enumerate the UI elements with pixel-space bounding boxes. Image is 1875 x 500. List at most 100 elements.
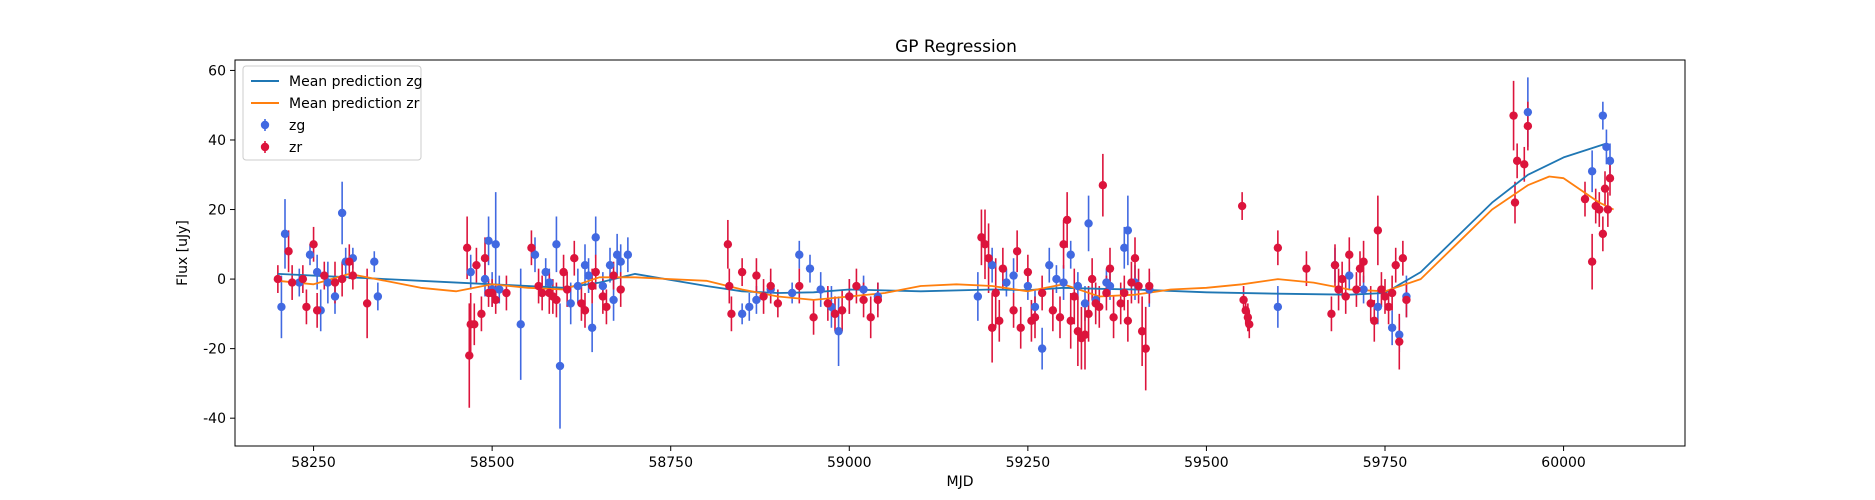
zr-point bbox=[1398, 254, 1408, 263]
y-tick-label: 20 bbox=[208, 203, 226, 219]
zr-point bbox=[1241, 306, 1250, 315]
zr-point bbox=[1109, 313, 1118, 322]
zr-point bbox=[1080, 330, 1090, 339]
zg-point bbox=[580, 260, 590, 270]
y-axis-ticks: -40 -20 0 20 40 60 bbox=[203, 63, 235, 427]
y-axis-label: Flux [uJy] bbox=[175, 220, 191, 286]
zg-point bbox=[1345, 271, 1354, 280]
zr-point bbox=[759, 292, 768, 301]
zg-point bbox=[605, 260, 615, 270]
zr-point bbox=[559, 267, 568, 277]
legend-label: Mean prediction zr bbox=[289, 96, 420, 112]
zr-point bbox=[1402, 295, 1411, 305]
zr-point bbox=[823, 299, 833, 308]
zg-point bbox=[516, 320, 525, 329]
zr-point bbox=[1512, 156, 1522, 166]
legend-box bbox=[242, 65, 422, 161]
zr-point bbox=[1370, 316, 1379, 326]
zg-point bbox=[1123, 226, 1133, 235]
y-tick-label: 0 bbox=[217, 272, 226, 288]
y-tick-label: -20 bbox=[203, 342, 226, 358]
zr-point bbox=[587, 281, 597, 291]
zg-point bbox=[1602, 142, 1611, 152]
legend-marker-swatch bbox=[260, 120, 270, 130]
zr-point bbox=[1352, 285, 1361, 294]
prediction-lines-layer bbox=[277, 142, 1614, 301]
errorbars-layer bbox=[277, 77, 1611, 429]
zr-point bbox=[752, 271, 761, 280]
zg-point bbox=[541, 267, 550, 277]
zg-point bbox=[1105, 281, 1115, 291]
zr-point bbox=[1084, 309, 1093, 319]
legend-label: Mean prediction zg bbox=[289, 74, 423, 90]
zg-point bbox=[616, 257, 625, 266]
zg-point bbox=[545, 278, 554, 287]
zg-point bbox=[1002, 278, 1011, 287]
zr-point bbox=[795, 281, 804, 291]
zr-point bbox=[1095, 302, 1104, 312]
zr-point bbox=[1595, 205, 1604, 214]
zr-point bbox=[1380, 292, 1390, 301]
x-tick-label: 59000 bbox=[827, 455, 872, 471]
zr-point bbox=[330, 278, 340, 287]
x-tick-label: 59500 bbox=[1184, 455, 1229, 471]
zr-point bbox=[616, 285, 625, 294]
zg-point bbox=[787, 288, 797, 298]
zr-point bbox=[830, 309, 840, 319]
zg-point bbox=[1023, 281, 1033, 291]
zr-point bbox=[1384, 302, 1393, 312]
zg-point bbox=[330, 292, 340, 301]
zr-point bbox=[845, 292, 854, 301]
zr-point bbox=[1087, 274, 1097, 284]
zr-point bbox=[1580, 194, 1590, 204]
zg-point bbox=[1605, 156, 1615, 166]
zg-point bbox=[623, 250, 633, 259]
zr-point bbox=[1243, 313, 1253, 322]
zr-point bbox=[980, 240, 990, 249]
zr-point bbox=[984, 254, 993, 263]
zr-point bbox=[1598, 229, 1608, 239]
zr-point bbox=[1130, 254, 1140, 263]
zg-point bbox=[305, 250, 315, 259]
zr-point bbox=[462, 243, 472, 252]
zr-point bbox=[1120, 288, 1129, 298]
zr-point bbox=[298, 274, 308, 284]
zg-point bbox=[280, 229, 290, 239]
zg-point bbox=[737, 309, 747, 319]
zr-point bbox=[1037, 288, 1047, 298]
zg-point bbox=[1373, 302, 1383, 312]
zg-point bbox=[312, 267, 322, 277]
zg-point bbox=[1598, 111, 1608, 120]
zg-point bbox=[1045, 260, 1054, 270]
zg-point bbox=[555, 361, 565, 371]
zg-point bbox=[1120, 243, 1129, 252]
zg-point bbox=[1073, 281, 1083, 291]
zr-point bbox=[1062, 215, 1072, 225]
zr-point bbox=[527, 243, 536, 252]
zg-point bbox=[1359, 285, 1368, 294]
zr-point bbox=[287, 278, 297, 287]
zr-point bbox=[577, 299, 586, 308]
zr-point bbox=[1023, 267, 1033, 277]
zg-point bbox=[1052, 274, 1061, 284]
zr-point bbox=[284, 247, 293, 256]
zg-point bbox=[752, 295, 761, 305]
zr-point bbox=[348, 271, 358, 280]
x-tick-label: 58250 bbox=[291, 455, 336, 471]
y-tick-label: 60 bbox=[208, 63, 226, 79]
zr-point bbox=[480, 254, 490, 263]
y-tick-label: -40 bbox=[203, 411, 226, 427]
zr-point bbox=[1141, 344, 1150, 353]
zr-point bbox=[1070, 292, 1079, 301]
x-tick-label: 60000 bbox=[1541, 455, 1586, 471]
zg-point bbox=[1587, 167, 1597, 176]
zg-point bbox=[566, 299, 575, 308]
zr-point bbox=[609, 271, 618, 280]
zr-point bbox=[1134, 281, 1143, 291]
x-axis-label: MJD bbox=[947, 474, 974, 490]
zg-point bbox=[859, 285, 868, 294]
zr-point bbox=[1509, 111, 1518, 120]
zr-point bbox=[362, 299, 372, 308]
x-tick-label: 58750 bbox=[648, 455, 693, 471]
